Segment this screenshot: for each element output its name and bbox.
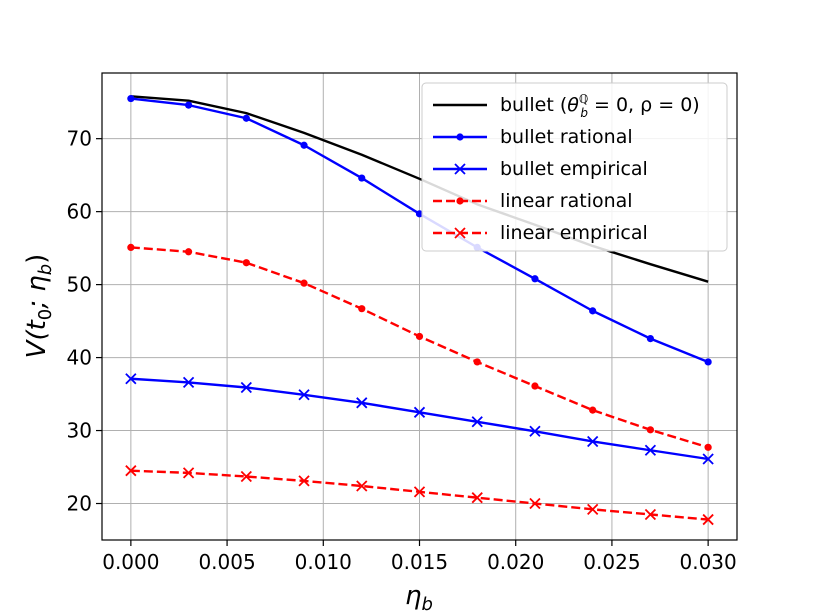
data-point [125, 373, 137, 385]
data-point [300, 141, 308, 149]
legend-label-bullet-rational: bullet rational [500, 126, 633, 148]
legend-label-bullet: bullet (θℚ b = 0, ρ = 0) [500, 92, 700, 120]
data-point [358, 305, 366, 313]
data-point [182, 467, 195, 479]
data-point [298, 475, 310, 487]
data-point [240, 381, 252, 394]
data-point [184, 101, 193, 109]
y-axis-label: V(t0; ηb) [22, 254, 56, 359]
data-point [471, 416, 483, 428]
data-point [127, 243, 135, 251]
data-point [704, 358, 712, 366]
data-point [473, 358, 481, 366]
y-tick-label: 40 [67, 346, 92, 370]
data-point [242, 259, 250, 267]
data-point [702, 453, 714, 465]
data-point [587, 503, 599, 515]
data-point [589, 307, 597, 315]
data-point [240, 470, 252, 483]
x-tick-label: 0.025 [583, 550, 640, 574]
data-point [704, 443, 712, 451]
series-1 [127, 94, 712, 366]
data-point [413, 406, 426, 418]
series-layer [125, 94, 714, 526]
legend-swatch-marker [456, 133, 464, 141]
legend-label-linear-empirical: linear empirical [500, 222, 648, 244]
data-point [531, 275, 539, 283]
series-line [130, 95, 709, 283]
data-point [298, 389, 310, 401]
data-point [300, 279, 308, 287]
x-tick-label: 0.000 [102, 550, 159, 574]
x-tick-label: 0.010 [295, 550, 352, 574]
legend-label-bullet-empirical: bullet empirical [500, 158, 648, 180]
data-point [471, 492, 483, 504]
data-point [529, 497, 541, 510]
legend-swatches [433, 103, 487, 239]
data-point [587, 435, 599, 448]
data-point [529, 425, 541, 437]
x-tick-label: 0.015 [391, 550, 448, 574]
x-tick-label: 0.030 [680, 550, 737, 574]
legend-swatch-marker [454, 227, 466, 239]
data-point [125, 465, 137, 477]
data-point [415, 332, 424, 341]
data-point [646, 426, 655, 434]
data-point [646, 335, 655, 343]
data-point [182, 376, 195, 389]
y-tick-label: 20 [67, 492, 92, 516]
ticks: 0.000 0.005 0.010 0.015 0.020 0.025 0.030 20 30 4… [67, 127, 737, 574]
data-point [413, 486, 426, 498]
data-point [358, 174, 366, 182]
data-point [589, 406, 597, 414]
y-tick-label: 70 [67, 127, 92, 151]
data-point [415, 210, 424, 218]
data-point [184, 248, 193, 256]
legend-label-linear-rational: linear rational [500, 190, 633, 212]
data-point [531, 382, 539, 390]
y-tick-label: 60 [67, 200, 92, 224]
x-axis-label: ηb [405, 581, 433, 613]
data-point [644, 444, 657, 456]
data-point [127, 94, 135, 103]
data-point [702, 513, 714, 526]
legend: bullet (θℚ b = 0, ρ = 0) bullet rational … [421, 82, 728, 252]
legend-box [421, 82, 728, 252]
series-4 [125, 465, 714, 526]
legend-swatch-marker [456, 197, 464, 205]
x-tick-label: 0.020 [487, 550, 544, 574]
series-2 [125, 373, 714, 465]
x-tick-label: 0.005 [198, 550, 255, 574]
data-point [356, 480, 368, 492]
legend-swatch-marker [454, 163, 466, 175]
data-point [644, 508, 657, 521]
y-tick-label: 50 [67, 273, 92, 297]
series-0 [130, 95, 709, 283]
data-point [356, 397, 368, 409]
y-tick-label: 30 [67, 419, 92, 443]
data-point [242, 114, 250, 122]
series-3 [127, 243, 712, 451]
